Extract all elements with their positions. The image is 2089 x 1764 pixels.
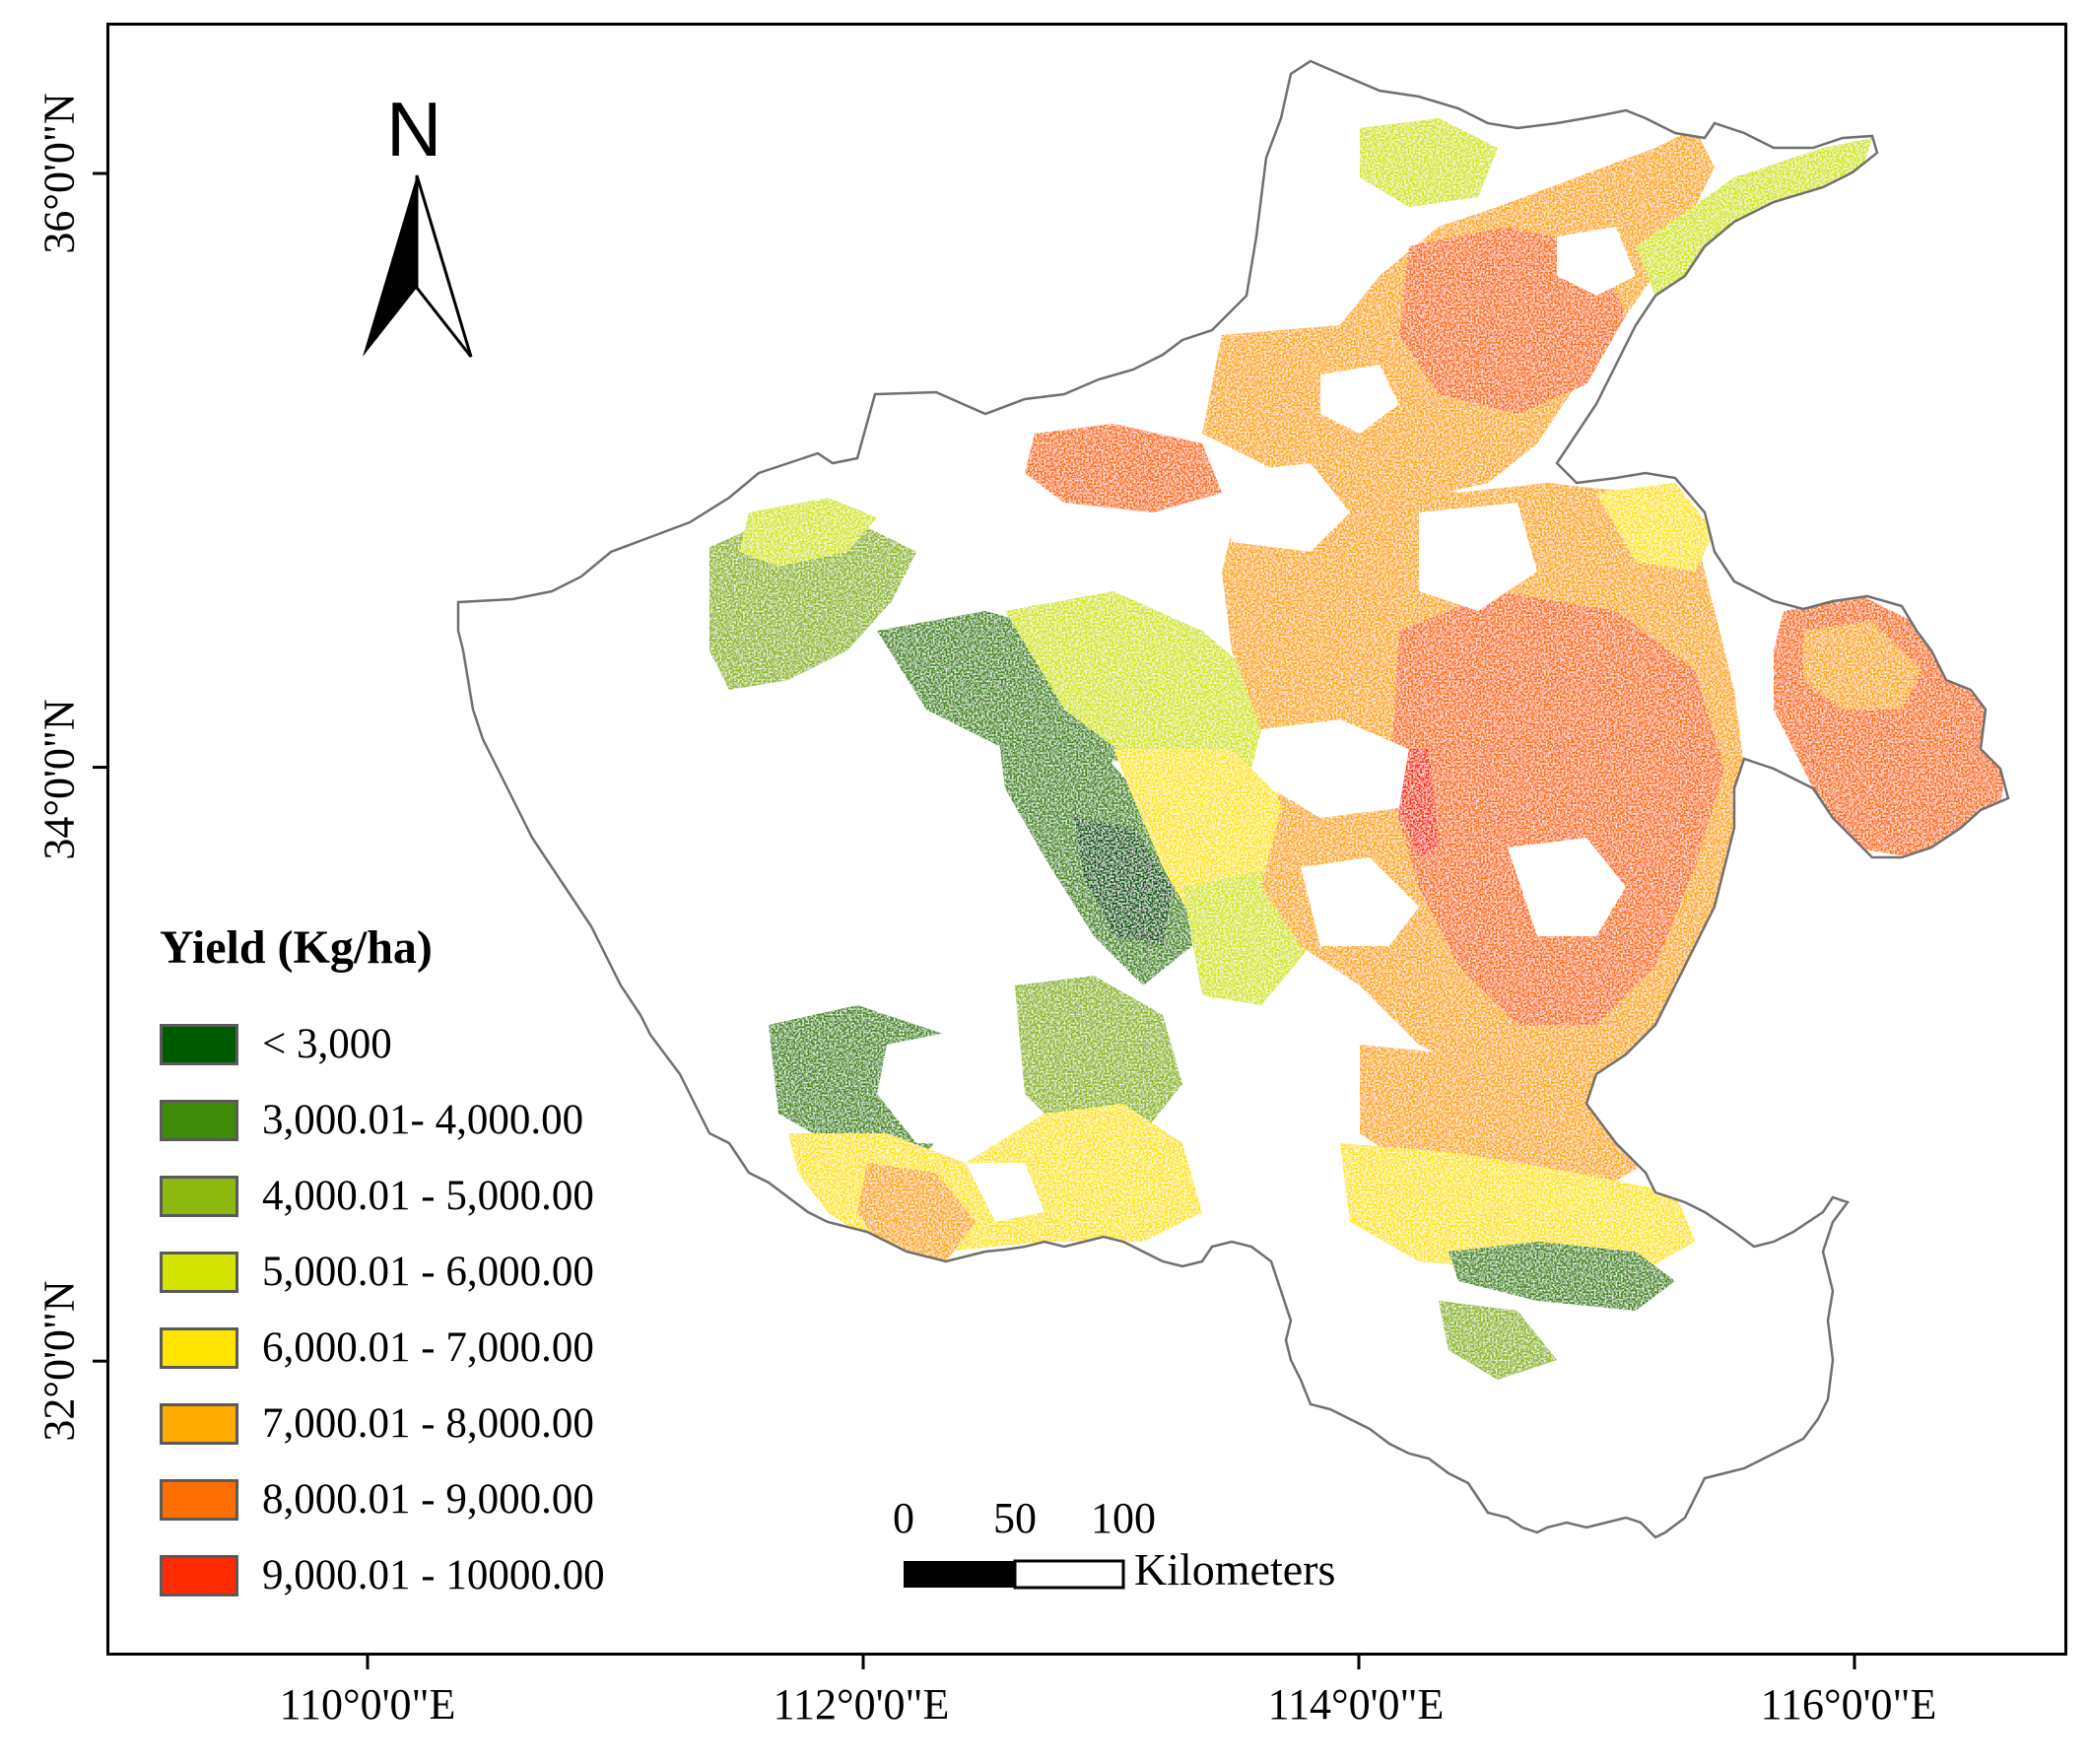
gap-north-1 xyxy=(1320,365,1399,434)
legend-swatch xyxy=(160,1099,238,1141)
yield-patch-south-green-band xyxy=(1449,1242,1675,1311)
yield-raster xyxy=(709,118,2005,1380)
legend-item: 4,000.01 - 5,000.00 xyxy=(160,1158,605,1234)
lon-label-116: 116°0'0"E xyxy=(1760,1680,1937,1729)
legend-item: 9,000.01 - 10000.00 xyxy=(160,1537,605,1613)
yield-patch-sw-orange xyxy=(857,1163,976,1261)
legend-item: 6,000.01 - 7,000.00 xyxy=(160,1310,605,1386)
yield-patch-east-yellow xyxy=(1596,483,1715,572)
gap-center-south xyxy=(1301,857,1419,946)
legend-label: 6,000.01 - 7,000.00 xyxy=(262,1324,594,1371)
legend-label: 7,000.01 - 8,000.00 xyxy=(262,1400,594,1447)
north-arrow-right-half xyxy=(415,174,473,358)
lat-label-36: 36°0'0"N xyxy=(34,93,84,254)
scale-tick-100: 100 xyxy=(1091,1494,1156,1542)
legend-label: 8,000.01 - 9,000.00 xyxy=(262,1476,594,1523)
legend-swatch xyxy=(160,1402,238,1445)
legend-item: 8,000.01 - 9,000.00 xyxy=(160,1461,605,1537)
province-boundary xyxy=(456,59,2010,1539)
legend-title: Yield (Kg/ha) xyxy=(160,921,433,974)
legend-label: 3,000.01- 4,000.00 xyxy=(262,1097,584,1143)
yield-patch-east-darkorange xyxy=(1389,591,1724,1025)
legend-swatch xyxy=(160,1023,238,1065)
legend-label: < 3,000 xyxy=(262,1021,392,1067)
yield-patch-darkgreen-center xyxy=(1074,818,1173,946)
legend: Yield (Kg/ha) < 3,000 3,000.01- 4,000.00 4… xyxy=(160,920,605,1613)
legend-swatch xyxy=(160,1554,238,1596)
legend-label: 4,000.01 - 5,000.00 xyxy=(262,1173,594,1219)
scale-unit: Kilometers xyxy=(1134,1544,1336,1594)
lon-label-110: 110°0'0"E xyxy=(279,1680,456,1729)
north-arrow xyxy=(363,174,473,358)
legend-label: 9,000.01 - 10000.00 xyxy=(262,1552,605,1598)
yield-patch-southern-tail xyxy=(1439,1301,1557,1380)
yield-patch-east-red xyxy=(1399,749,1439,857)
legend-swatch xyxy=(160,1251,238,1293)
yield-patch-west-lightgreen xyxy=(739,498,877,567)
gap-center-north xyxy=(1222,463,1350,552)
lon-label-114: 114°0'0"E xyxy=(1267,1680,1445,1729)
gap-sw-2 xyxy=(966,1163,1044,1222)
scale-tick-50: 50 xyxy=(993,1494,1037,1542)
legend-item: < 3,000 xyxy=(160,1006,605,1082)
axis-ticks xyxy=(93,171,1856,1669)
legend-items: < 3,000 3,000.01- 4,000.00 4,000.01 - 5,00… xyxy=(160,1006,605,1613)
legend-item: 3,000.01- 4,000.00 xyxy=(160,1082,605,1158)
lat-label-32: 32°0'0"N xyxy=(34,1280,84,1442)
yield-patch-nw-orange xyxy=(1025,424,1222,512)
lon-label-112: 112°0'0"E xyxy=(773,1680,950,1729)
yield-patch-east-lobe-light xyxy=(1803,621,1921,710)
gap-east-2 xyxy=(1508,838,1626,936)
yield-patch-south-green xyxy=(1015,976,1182,1143)
gap-north-2 xyxy=(1557,227,1636,296)
legend-item: 7,000.01 - 8,000.00 xyxy=(160,1386,605,1461)
scale-bar-white xyxy=(1013,1559,1125,1590)
north-arrow-label: N xyxy=(386,86,442,172)
lat-label-34: 34°0'0"N xyxy=(34,699,84,860)
gap-sw xyxy=(877,1025,1015,1143)
yield-patch-south-yellow xyxy=(1340,1143,1695,1281)
gap-east-north xyxy=(1419,503,1537,611)
legend-swatch xyxy=(160,1478,238,1521)
gap-center-east xyxy=(1261,719,1409,818)
scale-tick-0: 0 xyxy=(893,1494,914,1542)
legend-label: 5,000.01 - 6,000.00 xyxy=(262,1249,594,1295)
north-arrow-left-half xyxy=(363,175,417,357)
yield-patch-north-yellow xyxy=(1360,118,1498,207)
scale-bar xyxy=(904,1559,1125,1590)
scale-bar-black xyxy=(904,1561,1015,1588)
legend-swatch xyxy=(160,1326,238,1369)
legend-swatch xyxy=(160,1175,238,1217)
legend-item: 5,000.01 - 6,000.00 xyxy=(160,1234,605,1310)
